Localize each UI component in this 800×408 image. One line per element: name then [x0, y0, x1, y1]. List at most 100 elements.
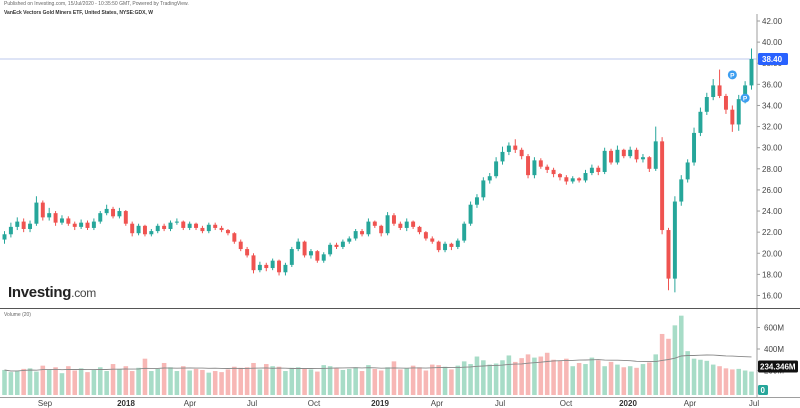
candle-body [379, 225, 384, 234]
dividend-marker-icon [727, 70, 737, 80]
volume-bar [193, 368, 199, 395]
volume-zero-tag [758, 385, 768, 395]
candle-body [353, 231, 358, 239]
volume-bar [627, 366, 633, 395]
candle-body [200, 227, 205, 232]
volume-bar [283, 371, 288, 395]
volume-bar [730, 369, 735, 395]
price-tick-label: 36.00 [762, 80, 783, 89]
candle-body [455, 240, 460, 247]
volume-bar [691, 358, 697, 395]
candle-body [142, 225, 147, 235]
candle-body [462, 223, 467, 241]
volume-bar [104, 371, 109, 395]
volume-bar [608, 361, 614, 395]
candle-body [194, 223, 199, 228]
candle-body [609, 150, 614, 163]
candle-body [334, 244, 339, 247]
candle-body [34, 202, 39, 224]
candle-body [277, 260, 282, 273]
candle-body [149, 231, 154, 235]
volume-bar [717, 366, 722, 395]
candle-body [660, 141, 665, 231]
candle-body [436, 241, 441, 251]
candle-body [404, 221, 409, 228]
volume-bar [538, 356, 544, 395]
candle-body [155, 225, 160, 232]
volume-pane-label: Volume (20) [4, 312, 31, 318]
candle-body [596, 167, 601, 172]
volume-bar [481, 360, 486, 395]
volume-bar [225, 369, 231, 395]
candle-body [634, 149, 639, 160]
volume-bar [640, 364, 646, 395]
volume-bar [647, 362, 652, 395]
candle-body [270, 260, 275, 269]
volume-bar [429, 364, 435, 395]
volume-bar [583, 364, 588, 395]
candle-body [487, 176, 492, 181]
candle-body [551, 169, 556, 175]
volume-bar [602, 366, 607, 395]
volume-last-value: 234.346M [760, 363, 796, 372]
volume-bar [468, 364, 473, 395]
volume-bar [85, 372, 90, 395]
candle-body [123, 211, 128, 224]
price-tick-label: 30.00 [762, 144, 783, 153]
candle-body [385, 215, 390, 234]
candle-body [136, 225, 141, 234]
candle-body [704, 97, 709, 112]
candle-body [526, 156, 531, 176]
candle-body [91, 221, 96, 228]
candle-body [468, 204, 473, 224]
candle-body [181, 221, 186, 228]
volume-bar [219, 372, 224, 395]
time-tick-label: 2019 [371, 399, 389, 408]
volume-bar [14, 370, 20, 395]
time-tick-label: Oct [308, 399, 321, 408]
candle-body [321, 254, 326, 261]
candle-body [430, 238, 435, 242]
volume-bar [8, 372, 14, 395]
volume-bar [155, 368, 161, 395]
last-price-value: 38.40 [762, 55, 783, 64]
candle-body [238, 241, 243, 250]
volume-bar [308, 369, 314, 395]
time-tick-label: Sep [38, 399, 53, 408]
volume-bar [544, 352, 550, 395]
time-tick-label: Apr [431, 399, 444, 408]
volume-bar [276, 366, 282, 395]
candle-body [72, 223, 77, 227]
candle-body [711, 85, 716, 98]
volume-bar [295, 367, 301, 395]
volume-bar [161, 362, 167, 395]
volume-bar [353, 367, 358, 395]
volume-bar [174, 371, 180, 395]
price-tick-label: 32.00 [762, 123, 783, 132]
candle-body [21, 221, 26, 229]
candle-body [257, 264, 262, 271]
time-tick-label: 2020 [619, 399, 637, 408]
volume-bar [110, 364, 116, 395]
candle-body [245, 249, 250, 256]
candle-body [187, 223, 192, 228]
candle-body [640, 157, 645, 160]
volume-bar [589, 357, 595, 395]
candle-body [666, 230, 671, 279]
price-tick-label: 28.00 [762, 165, 783, 174]
volume-bar [200, 369, 205, 395]
candle-body [40, 202, 45, 218]
candle-body [628, 149, 633, 157]
candle-body [79, 222, 84, 227]
volume-bar [634, 367, 639, 395]
volume-bar [59, 373, 65, 395]
volume-bar [263, 364, 269, 395]
candle-body [743, 85, 748, 100]
volume-bar [244, 367, 250, 395]
candle-body [366, 221, 371, 235]
candle-body [104, 208, 109, 214]
volume-bar [532, 357, 537, 395]
candle-body [494, 161, 499, 177]
candle-body [117, 211, 122, 217]
